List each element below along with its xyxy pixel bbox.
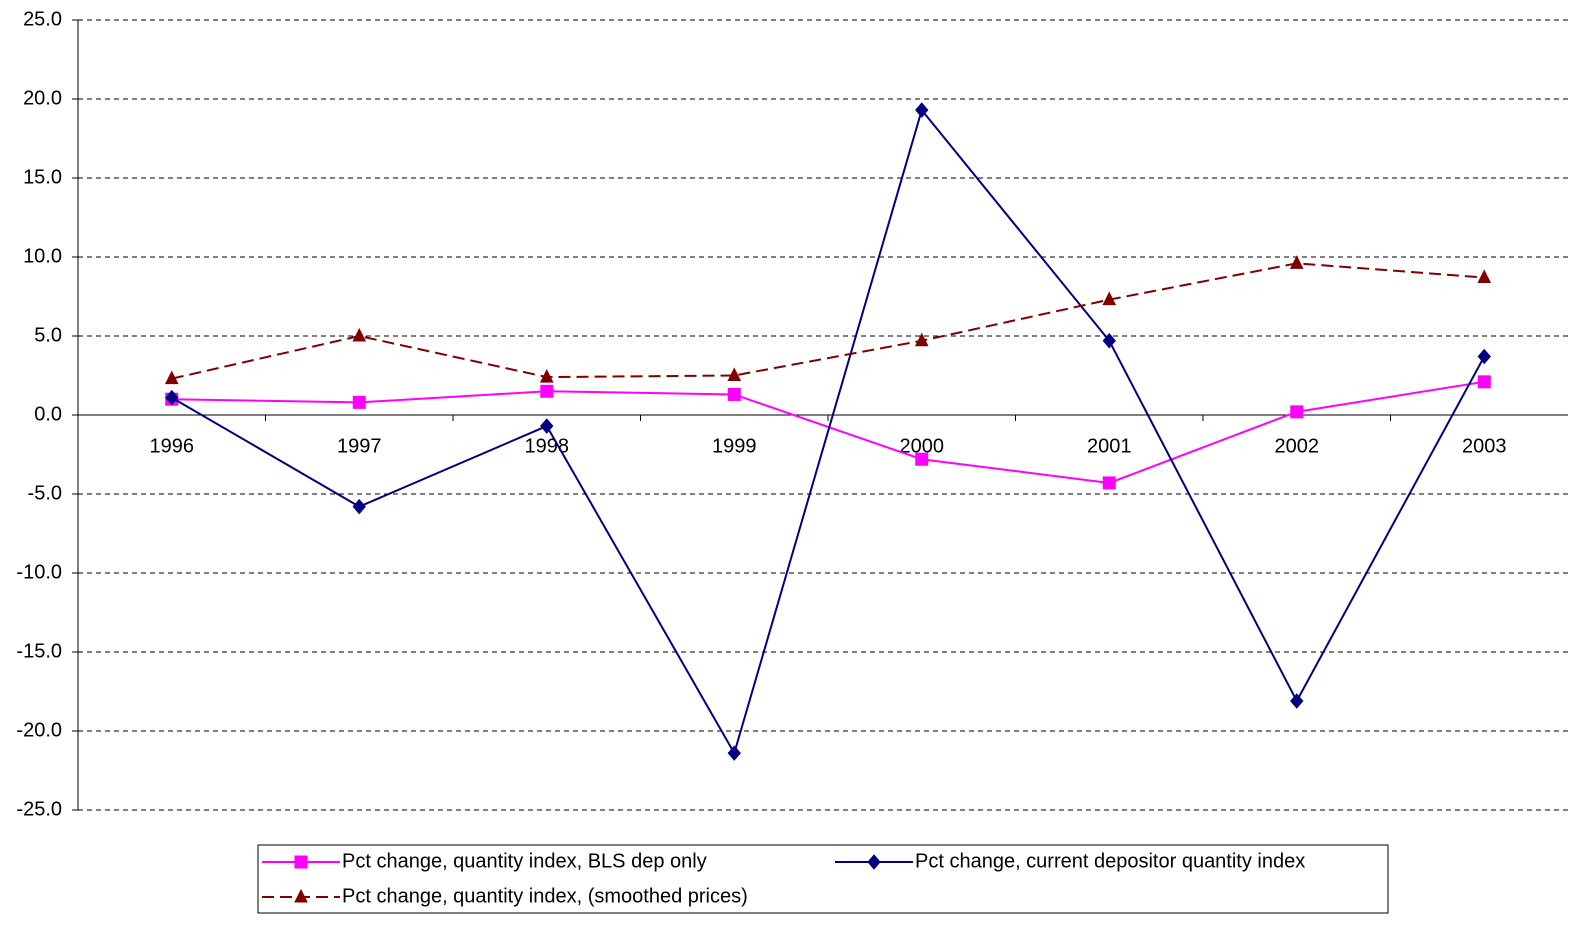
marker: [352, 498, 366, 515]
marker: [1290, 405, 1304, 419]
y-tick-label: -15.0: [16, 640, 62, 662]
y-tick-label: 15.0: [23, 166, 62, 188]
y-tick-label: 5.0: [34, 324, 62, 346]
marker: [165, 389, 179, 406]
y-tick-label: -25.0: [16, 798, 62, 820]
marker: [914, 332, 929, 347]
y-tick-label: -5.0: [28, 482, 62, 504]
marker: [540, 384, 554, 398]
x-tick-label: 1997: [337, 435, 382, 457]
marker: [915, 102, 929, 118]
y-tick-label: 20.0: [23, 87, 62, 109]
x-tick-label: 2002: [1275, 435, 1320, 457]
x-tick-label: 2000: [900, 435, 945, 457]
y-tick-label: 25.0: [23, 8, 62, 30]
legend-label: Pct change, current depositor quantity i…: [915, 850, 1305, 872]
legend-label: Pct change, quantity index, (smoothed pr…: [342, 885, 748, 907]
marker: [727, 367, 742, 381]
marker: [1290, 693, 1304, 709]
marker: [540, 418, 554, 434]
y-tick-label: 0.0: [34, 403, 62, 425]
marker: [352, 327, 367, 342]
series-line: [171, 380, 1485, 484]
legend-marker: [294, 855, 308, 869]
x-tick-label: 2001: [1087, 435, 1132, 457]
marker: [1102, 476, 1116, 490]
x-tick-label: 1996: [150, 435, 195, 457]
marker: [1102, 332, 1116, 349]
marker: [1289, 255, 1304, 269]
marker: [1477, 375, 1491, 389]
marker: [727, 745, 741, 761]
marker: [1477, 269, 1492, 284]
marker: [915, 452, 929, 466]
x-tick-label: 1999: [712, 435, 757, 457]
legend-box: [257, 844, 1389, 914]
x-tick-label: 1998: [525, 435, 570, 457]
marker: [727, 387, 741, 401]
marker: [1102, 291, 1117, 306]
legend-marker: [867, 854, 881, 870]
legend-marker: [294, 888, 308, 903]
series-line: [171, 262, 1485, 380]
y-tick-label: 10.0: [23, 245, 62, 267]
marker: [1477, 348, 1491, 365]
marker: [539, 368, 554, 383]
y-tick-label: -10.0: [16, 561, 62, 583]
x-tick-label: 2003: [1462, 435, 1507, 457]
series-line: [171, 107, 1486, 756]
marker: [352, 395, 366, 409]
legend-label: Pct change, quantity index, BLS dep only: [342, 850, 707, 872]
marker: [164, 370, 179, 385]
y-tick-label: -20.0: [16, 719, 62, 741]
